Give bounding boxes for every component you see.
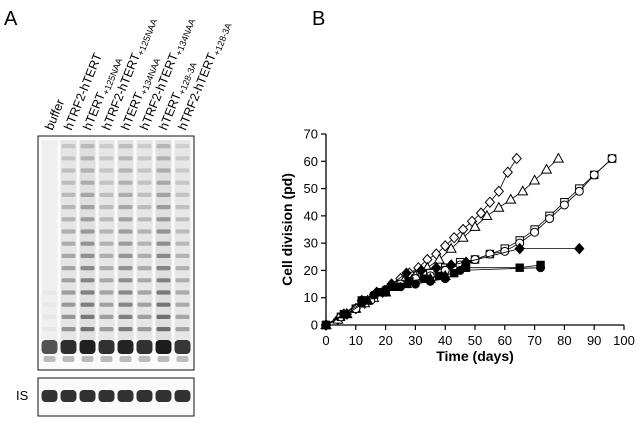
data-point	[493, 201, 505, 212]
x-tick-label: 20	[378, 333, 392, 348]
x-tick-label: 90	[587, 333, 601, 348]
data-point	[379, 286, 392, 297]
y-tick-label: 70	[304, 127, 318, 142]
data-point	[424, 272, 436, 283]
data-point	[493, 185, 505, 198]
data-point	[505, 193, 517, 204]
data-point	[607, 154, 617, 164]
data-point	[481, 209, 493, 220]
data-point	[574, 242, 585, 255]
data-point	[530, 227, 540, 237]
panel-label-b: B	[312, 8, 326, 30]
chart: 0 10 20 30 40 50 60 70 80 90 100 0 10 20 30 40 50 60 70 Ti…	[279, 127, 635, 365]
data-point	[540, 163, 553, 174]
data-point	[514, 242, 525, 255]
is-label: IS	[16, 388, 29, 403]
data-point	[400, 278, 413, 289]
data-point	[484, 196, 496, 208]
data-point	[502, 166, 513, 178]
series-open-diamond	[320, 152, 522, 331]
x-tick-label: 60	[498, 333, 512, 348]
data-point	[545, 214, 554, 224]
data-point	[559, 200, 569, 210]
series-filled-diamond	[320, 242, 585, 331]
series-line	[325, 158, 518, 326]
data-point	[440, 240, 451, 252]
panel-label-a: A	[4, 8, 18, 30]
data-point	[552, 152, 565, 163]
data-point	[511, 152, 522, 165]
x-tick-label: 50	[468, 333, 482, 348]
gel-figure: bufferhTRF2-hTERThTERT+125NAAhTRF2-hTERT…	[37, 17, 234, 417]
x-tick-label: 70	[527, 333, 541, 348]
data-point	[445, 242, 457, 253]
data-point	[320, 318, 332, 330]
data-point	[433, 253, 445, 264]
data-point	[439, 269, 451, 280]
data-point	[341, 308, 353, 319]
x-axis-label: Time (days)	[436, 348, 514, 364]
data-point	[457, 231, 469, 242]
x-tick-label: 80	[557, 333, 571, 348]
data-point	[475, 207, 487, 219]
data-point	[469, 220, 481, 231]
y-tick-label: 40	[304, 208, 318, 223]
x-tick-label: 10	[349, 333, 363, 348]
x-tick-label: 30	[408, 333, 422, 348]
x-tick-label: 100	[613, 333, 635, 348]
y-tick-label: 50	[304, 181, 318, 196]
x-tick-label: 0	[322, 333, 329, 348]
data-point	[528, 174, 541, 185]
y-tick-label: 0	[311, 318, 318, 333]
data-point	[589, 170, 599, 180]
y-tick-label: 20	[304, 263, 318, 278]
y-tick-label: 10	[304, 290, 318, 305]
data-point	[515, 263, 524, 272]
data-point	[517, 185, 529, 196]
series-filled-triangle	[320, 261, 469, 330]
series-line	[325, 248, 580, 326]
data-point	[470, 255, 480, 265]
y-tick-label: 30	[304, 236, 318, 251]
data-point	[574, 186, 584, 196]
data-point	[536, 263, 546, 273]
data-point	[362, 294, 374, 305]
data-point	[410, 279, 420, 289]
x-tick-label: 40	[438, 333, 452, 348]
y-tick-label: 60	[304, 154, 318, 169]
data-point	[457, 261, 469, 272]
y-axis-label: Cell division (pd)	[279, 173, 295, 286]
data-point	[448, 231, 460, 244]
